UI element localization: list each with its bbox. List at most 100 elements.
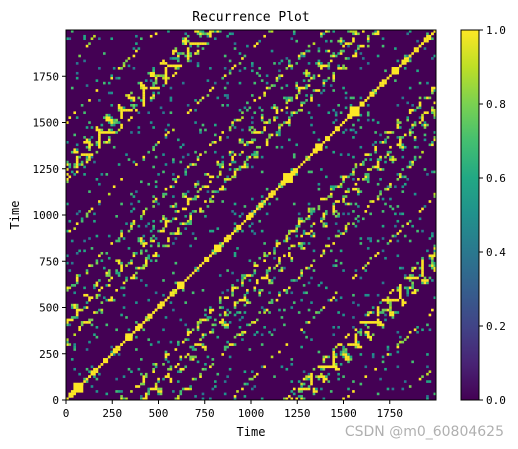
heatmap-cell: [214, 252, 217, 255]
heatmap-cell: [406, 289, 410, 292]
heatmap-cell: [152, 219, 155, 223]
heatmap-cell: [334, 355, 338, 359]
heatmap-cell: [268, 279, 271, 282]
heatmap-cell: [174, 210, 178, 213]
heatmap-cell: [344, 42, 348, 45]
heatmap-cell: [127, 261, 131, 265]
heatmap-cell: [416, 69, 419, 73]
heatmap-cell: [66, 141, 69, 144]
heatmap-cell: [78, 372, 81, 376]
heatmap-cell: [334, 118, 338, 122]
heatmap-cell: [332, 296, 336, 300]
heatmap-cell: [88, 158, 91, 161]
heatmap-cell: [137, 239, 141, 243]
heatmap-cell: [288, 99, 291, 102]
heatmap-cell: [130, 104, 133, 107]
heatmap-cell: [218, 321, 222, 324]
heatmap-cell: [135, 321, 138, 324]
heatmap-cell: [260, 306, 264, 309]
heatmap-cell: [238, 215, 242, 218]
heatmap-cell: [122, 106, 126, 110]
heatmap-cell: [376, 158, 380, 161]
diagonal-cell: [211, 252, 215, 255]
heatmap-cell: [305, 71, 308, 75]
heatmap-cell: [68, 286, 72, 290]
heatmap-cell: [255, 318, 259, 322]
heatmap-cell: [386, 136, 390, 139]
heatmap-cell: [307, 49, 311, 53]
heatmap-cell: [332, 150, 336, 154]
heatmap-cell: [280, 74, 284, 78]
heatmap-cell: [110, 131, 114, 134]
heatmap-cell: [66, 254, 69, 258]
heatmap-cell: [253, 321, 257, 324]
heatmap-cell: [428, 37, 432, 41]
heatmap-cell: [73, 165, 77, 169]
heatmap-cell: [140, 239, 143, 243]
heatmap-cell: [347, 190, 350, 193]
heatmap-cell: [157, 74, 160, 78]
heatmap-cell: [236, 286, 239, 290]
heatmap-cell: [408, 330, 412, 334]
heatmap-cell: [302, 247, 306, 250]
heatmap-cell: [251, 321, 254, 324]
heatmap-cell: [270, 281, 274, 285]
heatmap-cell: [354, 49, 358, 53]
heatmap-cell: [305, 335, 308, 339]
heatmap-cell: [418, 217, 422, 221]
heatmap-cell: [191, 42, 195, 45]
heatmap-cell: [253, 44, 257, 48]
heatmap-cell: [433, 138, 436, 142]
heatmap-cell: [421, 274, 424, 277]
heatmap-cell: [418, 121, 422, 124]
heatmap-cell: [154, 143, 158, 147]
heatmap-cell: [433, 54, 436, 58]
heatmap-cell: [117, 274, 121, 277]
heatmap-cell: [206, 173, 210, 176]
heatmap-cell: [184, 32, 188, 36]
heatmap-cell: [366, 113, 370, 117]
heatmap-cell: [290, 37, 294, 41]
heatmap-cell: [78, 274, 81, 277]
heatmap-cell: [184, 54, 188, 58]
heatmap-cell: [371, 353, 375, 356]
heatmap-cell: [204, 313, 207, 317]
heatmap-cell: [93, 34, 96, 38]
heatmap-cell: [310, 96, 313, 100]
heatmap-cell: [169, 367, 173, 371]
heatmap-cell: [194, 42, 197, 45]
heatmap-cell: [105, 116, 109, 119]
heatmap-cell: [431, 106, 434, 110]
heatmap-cell: [144, 224, 148, 228]
heatmap-cell: [233, 254, 237, 258]
heatmap-cell: [423, 126, 427, 129]
heatmap-cell: [295, 86, 299, 90]
heatmap-cell: [255, 205, 259, 208]
heatmap-cell: [322, 79, 326, 82]
heatmap-cell: [391, 387, 395, 391]
heatmap-cell: [147, 298, 151, 302]
x-tick-label: 0: [63, 407, 70, 420]
heatmap-cell: [366, 44, 370, 48]
heatmap-cell: [270, 190, 274, 193]
heatmap-cell: [342, 355, 345, 359]
heatmap-cell: [130, 259, 133, 263]
heatmap-cell: [211, 86, 215, 90]
heatmap-cell: [364, 153, 368, 156]
heatmap-cell: [152, 205, 155, 208]
heatmap-cell: [164, 133, 168, 137]
heatmap-cell: [263, 242, 266, 245]
heatmap-cell: [172, 178, 175, 181]
heatmap-cell: [199, 153, 202, 156]
heatmap-cell: [211, 229, 215, 233]
heatmap-cell: [275, 298, 279, 302]
heatmap-cell: [381, 168, 385, 171]
heatmap-cell: [214, 318, 217, 322]
heatmap-cell: [211, 387, 215, 391]
heatmap-cell: [337, 377, 340, 381]
heatmap-cell: [418, 81, 422, 85]
heatmap-cell: [337, 229, 340, 233]
heatmap-cell: [307, 375, 311, 378]
diagonal-cell: [292, 170, 296, 174]
heatmap-cell: [157, 229, 160, 233]
